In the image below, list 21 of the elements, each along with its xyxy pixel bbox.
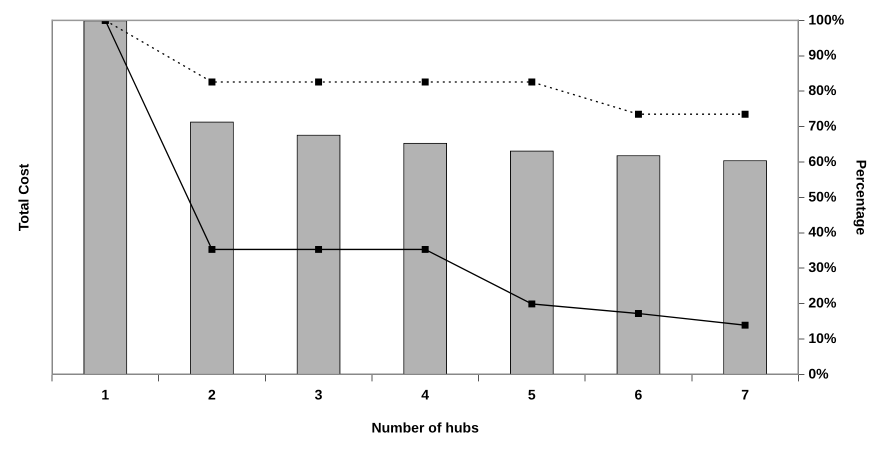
y2-tick-label: 80% xyxy=(808,82,837,98)
y2-tick-label: 50% xyxy=(808,188,837,204)
y2-tick-label: 40% xyxy=(808,224,837,240)
y2-tick-label: 30% xyxy=(808,259,837,276)
y2-tick-label: 90% xyxy=(808,46,837,63)
x-tick-label: 5 xyxy=(528,386,536,403)
x-tick-label: 2 xyxy=(208,386,216,403)
y2-axis-title: Percentage xyxy=(854,160,870,236)
y2-tick-label: 60% xyxy=(808,152,837,169)
x-tick-label: 7 xyxy=(741,386,750,403)
y-axis-title: Total Cost xyxy=(15,163,32,232)
y2-tick-label: 0% xyxy=(808,365,830,382)
y2-tick-label: 70% xyxy=(808,117,837,134)
x-tick-label: 4 xyxy=(421,386,430,403)
y2-tick-label: 100% xyxy=(808,11,845,28)
y2-tick-label: 20% xyxy=(808,294,837,310)
x-tick-label: 1 xyxy=(101,386,110,403)
x-tick-label: 3 xyxy=(314,386,323,403)
x-axis-title: Number of hubs xyxy=(372,419,480,436)
y2-tick-label: 10% xyxy=(808,330,837,346)
x-tick-label: 6 xyxy=(634,386,643,403)
